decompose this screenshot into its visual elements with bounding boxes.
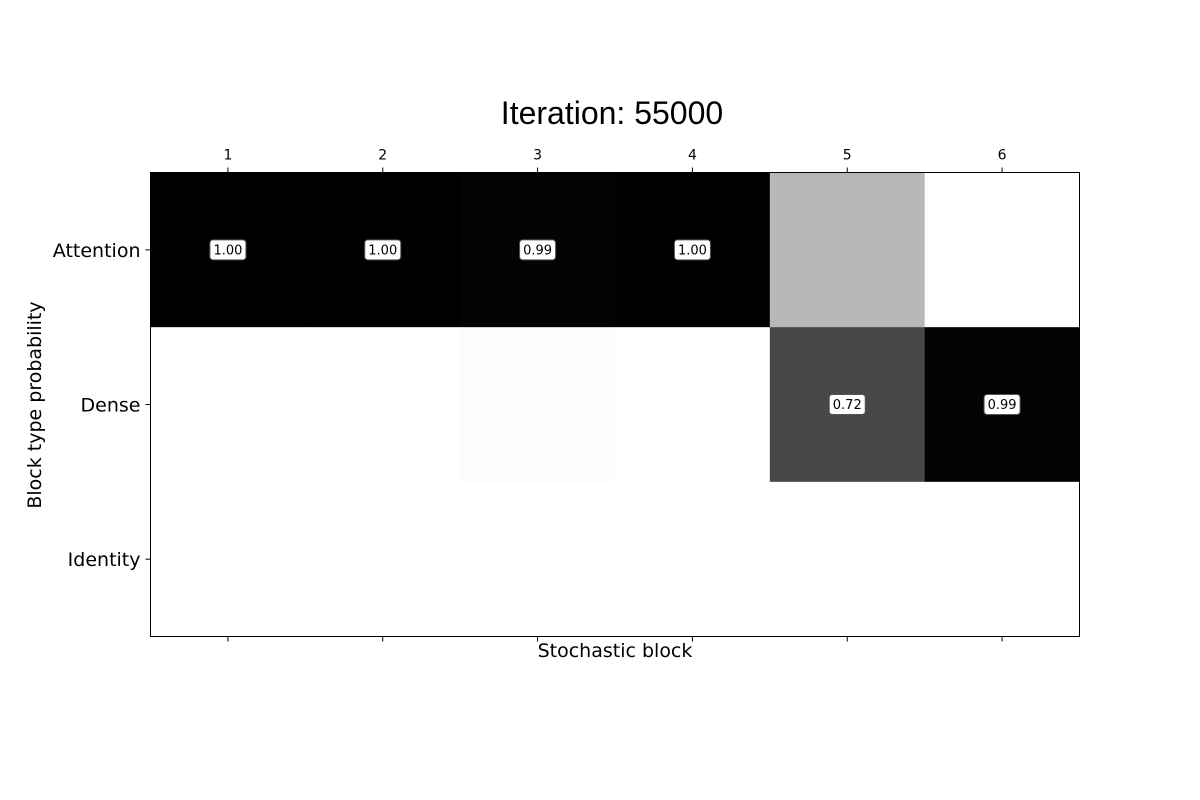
axis-ticks: 1 2 3 4 5 6 Attention Dense Identity bbox=[53, 148, 1007, 642]
x-tick-label: 3 bbox=[533, 148, 542, 164]
y-tick-label: Identity bbox=[68, 549, 141, 571]
cell-label: 1.00 bbox=[673, 239, 711, 261]
cell-label: 1.00 bbox=[364, 239, 402, 261]
chart-title: Iteration: 55000 bbox=[501, 95, 723, 131]
cell-label-text: 0.99 bbox=[523, 243, 552, 258]
heatmap-cell-identity-6 bbox=[924, 481, 1080, 637]
heatmap-cell-identity-4 bbox=[615, 481, 771, 637]
x-tick-label: 4 bbox=[688, 148, 697, 164]
heatmap-cell-attention-6 bbox=[924, 172, 1080, 328]
cell-label: 0.99 bbox=[519, 239, 557, 261]
heatmap-cell-identity-5 bbox=[769, 481, 926, 637]
cell-label-box bbox=[364, 239, 402, 261]
cell-label-text: 0.99 bbox=[988, 398, 1017, 413]
heatmap-cell-dense-4 bbox=[615, 327, 771, 483]
cell-label-box bbox=[673, 239, 711, 261]
y-axis-label: Block type probability bbox=[24, 301, 46, 508]
x-tick-label: 6 bbox=[998, 148, 1007, 164]
cell-label-box bbox=[828, 394, 866, 415]
cell-label-box bbox=[983, 394, 1021, 415]
cell-label-box bbox=[519, 239, 557, 261]
cell-label-box bbox=[209, 239, 247, 261]
cell-label: 0.72 bbox=[828, 394, 866, 415]
heatmap-cell-dense-2 bbox=[305, 327, 461, 483]
cell-label-text: 1.00 bbox=[213, 243, 242, 258]
cell-label: 1.00 bbox=[209, 239, 247, 261]
cell-label-text: 1.00 bbox=[368, 243, 397, 258]
cell-label-text: 0.72 bbox=[833, 398, 862, 413]
cell-label: 0.99 bbox=[983, 394, 1021, 415]
heatmap-cell-dense-1 bbox=[150, 327, 306, 483]
x-axis-label: Stochastic block bbox=[538, 640, 693, 662]
x-tick-label: 2 bbox=[378, 148, 387, 164]
heatmap-cell-identity-3 bbox=[460, 481, 616, 637]
heatmap-cells bbox=[150, 172, 1080, 637]
heatmap-cell-attention-5 bbox=[769, 172, 926, 328]
y-tick-label: Attention bbox=[53, 240, 141, 262]
y-tick-label: Dense bbox=[81, 395, 141, 417]
heatmap-cell-dense-3 bbox=[460, 327, 616, 483]
x-tick-label: 5 bbox=[843, 148, 852, 164]
heatmap-cell-identity-2 bbox=[305, 481, 461, 637]
heatmap-cell-labels: 1.00 1.00 0.99 1.00 0.72 0.99 bbox=[209, 239, 1021, 415]
x-tick-label: 1 bbox=[223, 148, 232, 164]
cell-label-text: 1.00 bbox=[678, 243, 707, 258]
heatmap-cell-identity-1 bbox=[150, 481, 306, 637]
